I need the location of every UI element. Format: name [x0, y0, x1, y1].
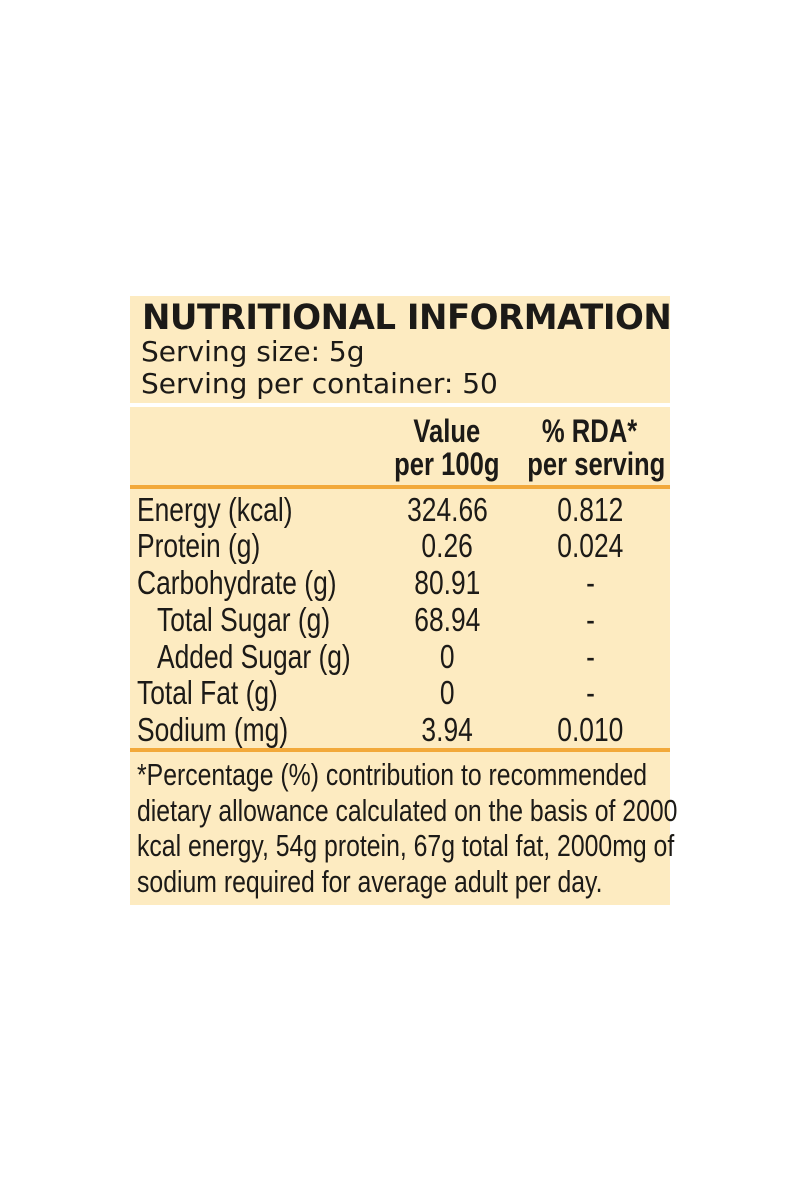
nutrient-rda: - [510, 675, 670, 711]
nutrient-value-text: 0 [439, 638, 455, 675]
nutrient-label: Sodium (mg) [137, 712, 326, 748]
nutrient-value: 0.26 [367, 528, 527, 564]
column-header-rda-line2: per serving [527, 446, 666, 482]
column-header-rda: % RDA* per serving [510, 415, 670, 481]
nutrient-rda: - [510, 639, 670, 675]
nutrient-rda: 0.024 [510, 528, 670, 564]
nutrient-value: 3.94 [367, 712, 527, 748]
nutrient-label-text: Total Fat (g) [137, 674, 278, 711]
nutrient-value: 80.91 [367, 565, 527, 601]
serving-size-text: Serving size: 5g [141, 335, 365, 368]
nutrient-rda: - [510, 565, 670, 601]
column-header-value-line2: per 100g [394, 446, 500, 482]
nutrient-label-text: Energy (kcal) [137, 491, 293, 528]
nutrient-label-text: Carbohydrate (g) [137, 564, 337, 601]
nutrient-rda: - [510, 602, 670, 638]
footer-divider [130, 748, 670, 752]
nutrient-rda-text: 0.024 [556, 527, 624, 564]
nutrient-value: 0 [367, 639, 527, 675]
nutrient-value-text: 0 [439, 674, 455, 711]
column-header-rda-line1: % RDA* [542, 413, 638, 449]
nutrient-rda: 0.812 [510, 492, 670, 528]
serving-size: Serving size: 5g [141, 336, 365, 368]
nutrient-rda-text: 0.812 [556, 491, 624, 528]
nutrient-label: Energy (kcal) [137, 492, 331, 528]
header-divider [130, 485, 670, 489]
nutrient-label-text: Sodium (mg) [137, 711, 289, 748]
nutrient-value-text: 80.91 [413, 564, 481, 601]
nutrient-rda-text: 0.010 [556, 711, 624, 748]
nutrient-rda-text: - [585, 564, 595, 601]
servings-per-container: Serving per container: 50 [141, 368, 498, 400]
nutrient-label-text: Added Sugar (g) [157, 638, 351, 675]
label-title: NUTRITIONAL INFORMATION [142, 298, 672, 338]
column-header-value-line1: Value [413, 413, 481, 449]
footnote-line: *Percentage (%) contribution to recommen… [137, 757, 648, 792]
footnote-line: kcal energy, 54g protein, 67g total fat,… [137, 828, 675, 863]
nutrient-label: Total Sugar (g) [157, 602, 373, 638]
nutrient-label-text: Total Sugar (g) [157, 601, 331, 638]
footnote-line: sodium required for average adult per da… [137, 863, 603, 899]
nutrient-label: Carbohydrate (g) [137, 565, 386, 601]
nutrient-value: 324.66 [367, 492, 527, 528]
nutrient-rda-text: - [585, 638, 595, 675]
nutrient-value: 68.94 [367, 602, 527, 638]
nutrient-label-text: Protein (g) [137, 527, 261, 564]
nutrient-value: 0 [367, 675, 527, 711]
nutrient-rda: 0.010 [510, 712, 670, 748]
nutrient-value-text: 68.94 [413, 601, 481, 638]
nutrient-label: Added Sugar (g) [157, 639, 399, 675]
nutrient-value-text: 0.26 [421, 527, 473, 564]
footnote: *Percentage (%) contribution to recommen… [137, 757, 800, 899]
nutrition-header: NUTRITIONAL INFORMATION Serving size: 5g… [130, 296, 672, 403]
nutrient-rda-text: - [585, 674, 595, 711]
nutrient-value-text: 3.94 [421, 711, 473, 748]
nutrient-rda-text: - [585, 601, 595, 638]
nutrient-value-text: 324.66 [406, 491, 488, 528]
nutrition-table: Value per 100g % RDA* per serving Energy… [130, 407, 677, 905]
nutrient-label: Protein (g) [137, 528, 291, 564]
column-header-value: Value per 100g [367, 415, 527, 481]
servings-per-container-text: Serving per container: 50 [141, 367, 498, 400]
nutrient-label: Total Fat (g) [137, 675, 313, 711]
footnote-line: dietary allowance calculated on the basi… [137, 792, 678, 828]
